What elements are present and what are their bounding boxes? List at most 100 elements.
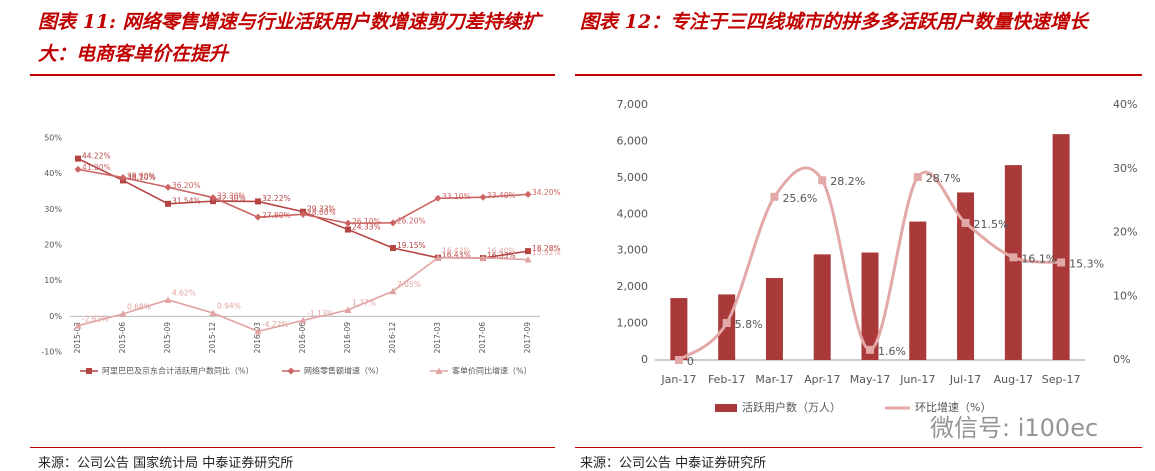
marker: [164, 183, 172, 191]
marker: [525, 248, 531, 255]
data-label: 16.33%: [487, 251, 516, 260]
y-tick-label: 20%: [44, 241, 62, 250]
data-label: 18.28%: [532, 244, 561, 253]
marker: [209, 309, 217, 316]
y2-tick-label: 0%: [1113, 353, 1130, 366]
y-tick-label: 40%: [44, 169, 62, 178]
marker: [674, 356, 683, 364]
data-label: 27.80%: [262, 211, 291, 220]
y-tick-label: 0%: [49, 312, 62, 321]
data-label: 15.92%: [532, 248, 561, 257]
marker: [434, 194, 442, 202]
marker: [818, 176, 827, 185]
data-label: 16.43%: [442, 251, 471, 260]
marker: [255, 198, 261, 205]
source: 来源：公司公告 国家统计局 中泰证券研究所: [38, 456, 294, 471]
legend-label: 网络零售额增速（%）: [304, 366, 384, 376]
bar: [813, 254, 831, 360]
marker: [722, 319, 731, 328]
x-tick-label: 2017-09: [523, 322, 532, 354]
data-label: 19.15%: [397, 241, 426, 250]
x-tick-label: 2016-09: [343, 322, 352, 354]
bar: [765, 278, 783, 360]
marker: [165, 200, 171, 207]
x-tick-label: 2016-03: [253, 322, 262, 354]
legend-label: 活跃用户数（万人）: [742, 400, 841, 414]
y-tick-label: 2,000: [617, 280, 649, 293]
y-tick-label: 30%: [44, 205, 62, 214]
title-rule: [30, 74, 555, 76]
marker: [210, 198, 216, 205]
bar: [670, 298, 688, 360]
data-label: 16.1%: [1021, 252, 1056, 265]
y-tick-label: 4,000: [617, 207, 649, 220]
marker: [524, 256, 532, 263]
chart-title: 图表 11: 网络零售增速与行业活跃用户数增速剪刀差持续扩大：电商客单价在提升: [38, 11, 541, 65]
x-tick-label: Feb-17: [708, 373, 745, 386]
marker: [119, 174, 127, 182]
y-tick-label: -10%: [41, 348, 62, 357]
y-tick-label: 0: [641, 353, 648, 366]
marker: [74, 322, 82, 329]
data-label: 16.42%: [442, 246, 471, 255]
marker: [287, 367, 295, 375]
marker: [1057, 258, 1066, 267]
marker: [299, 210, 307, 218]
marker: [345, 226, 351, 233]
marker: [866, 345, 874, 354]
marker: [254, 213, 262, 221]
x-tick-label: 2017-03: [433, 322, 442, 354]
data-label: 33.10%: [442, 192, 471, 201]
data-label: 5.8%: [735, 318, 763, 331]
x-tick-label: 2015-09: [163, 322, 172, 354]
source-rule: [30, 447, 555, 448]
x-tick-label: Jul-17: [949, 373, 981, 386]
chart-title: 图表 12：专注于三四线城市的拼多多活跃用户数量快速增长: [580, 11, 1089, 33]
x-tick-label: Jan-17: [660, 373, 696, 386]
y-tick-label: 7,000: [617, 98, 649, 111]
bar: [1004, 165, 1022, 360]
data-label: 31.54%: [172, 197, 201, 206]
data-label: 28.60%: [307, 208, 336, 217]
marker: [344, 219, 352, 227]
x-tick-label: 2016-06: [298, 322, 307, 354]
y2-tick-label: 40%: [1113, 98, 1137, 111]
data-label: 28.2%: [830, 175, 865, 188]
data-label: 1.77%: [352, 299, 376, 308]
marker: [209, 194, 217, 202]
legend-label: 环比增速（%）: [915, 400, 991, 414]
x-tick-label: Jun-17: [899, 373, 935, 386]
data-label: 16.40%: [487, 246, 516, 255]
watermark: 微信号: i100ec: [930, 414, 1099, 442]
data-label: -1.13%: [307, 309, 334, 318]
x-tick-label: 2015-03: [73, 322, 82, 354]
marker: [961, 218, 970, 227]
data-label: 0: [687, 355, 694, 368]
data-label: 24.33%: [352, 222, 381, 231]
legend-label: 客单价同比增速（%）: [452, 366, 532, 376]
bar: [861, 252, 879, 360]
x-tick-label: 2015-06: [118, 322, 127, 354]
y2-tick-label: 20%: [1113, 226, 1137, 239]
marker: [254, 327, 262, 335]
data-label: 26.10%: [352, 217, 381, 226]
marker: [389, 219, 397, 227]
marker: [74, 165, 82, 173]
data-label: 32.22%: [262, 194, 291, 203]
data-label: 26.20%: [397, 217, 426, 226]
x-tick-label: 2017-06: [478, 322, 487, 354]
marker: [389, 287, 397, 295]
marker: [1009, 253, 1018, 262]
x-tick-label: Sep-17: [1042, 373, 1081, 386]
source-rule: [575, 447, 1142, 448]
x-tick-label: 2015-12: [208, 322, 217, 354]
y-tick-label: 50%: [44, 134, 62, 143]
data-label: 34.20%: [532, 188, 561, 197]
data-label: 38.90%: [127, 171, 156, 180]
legend-swatch: [715, 404, 737, 412]
x-tick-label: Apr-17: [804, 373, 840, 386]
x-tick-label: 2016-12: [388, 322, 397, 354]
data-label: 36.20%: [172, 181, 201, 190]
marker: [913, 173, 922, 182]
